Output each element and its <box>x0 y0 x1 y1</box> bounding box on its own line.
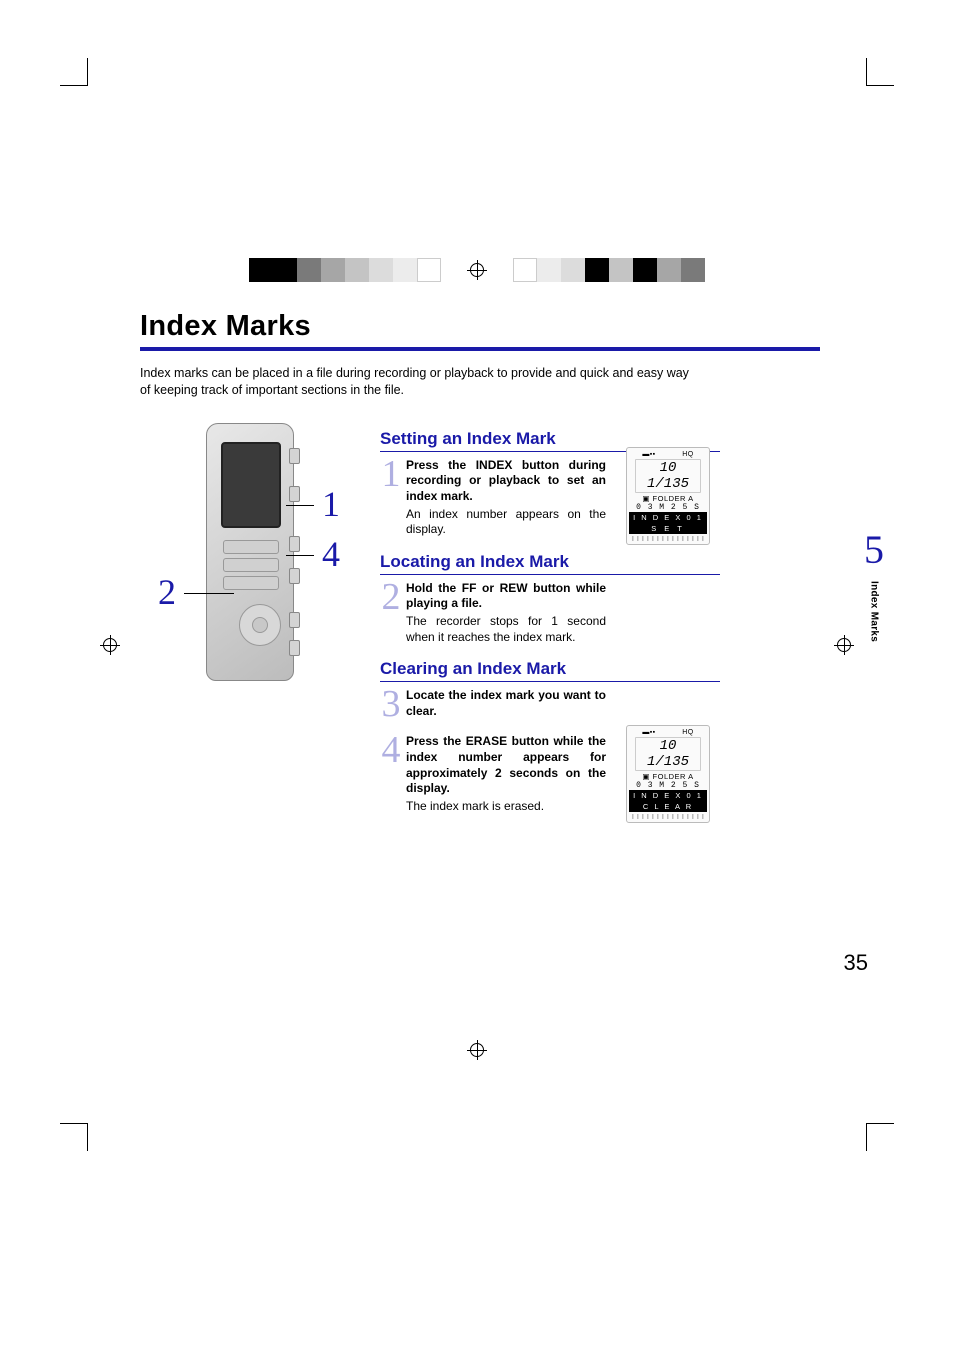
lcd-battery-icon: ▬▪▪ <box>642 451 655 458</box>
chapter-tab: 5 Index Marks <box>864 526 884 642</box>
lcd-clear: C L E A R <box>629 801 707 812</box>
crop-mark <box>866 58 894 86</box>
registration-target-icon <box>834 635 854 655</box>
lcd-folder: FOLDER A <box>653 494 694 503</box>
page-title: Index Marks <box>140 310 820 343</box>
step-subtext: An index number appears on the display. <box>406 507 606 538</box>
lcd-quality: HQ <box>682 729 693 736</box>
intro-text: Index marks can be placed in a file duri… <box>140 365 700 399</box>
lcd-counter: 10 1/135 <box>635 459 701 493</box>
callout-1: 1 <box>322 483 340 525</box>
step-subtext: The index mark is erased. <box>406 799 606 815</box>
lcd-counter: 10 1/135 <box>635 737 701 771</box>
crop-mark <box>60 1123 88 1151</box>
folder-icon: ▣ <box>642 494 650 503</box>
folder-icon: ▣ <box>642 772 650 781</box>
callout-line <box>286 505 314 506</box>
step-text: Press the <box>406 734 466 748</box>
step-text: Locate the index mark you want to clear. <box>406 688 606 719</box>
chapter-label: Index Marks <box>869 581 880 642</box>
chapter-number: 5 <box>864 526 884 573</box>
step-number: 4 <box>380 734 402 814</box>
button-name: REW <box>500 581 528 595</box>
lcd-screen-set: ▬▪▪ HQ 10 1/135 ▣ FOLDER A 0 3 M 2 5 S I … <box>626 447 710 545</box>
callout-2: 2 <box>158 571 176 613</box>
callout-4: 4 <box>322 533 340 575</box>
registration-bar-bottom <box>0 1040 954 1060</box>
button-name: ERASE <box>466 734 507 748</box>
section-heading-clearing: Clearing an Index Mark <box>380 659 720 682</box>
lcd-quality: HQ <box>682 451 693 458</box>
step-body: Hold the FF or REW button while playing … <box>406 581 606 645</box>
button-name: FF <box>462 581 477 595</box>
step-body: Press the ERASE button while the index n… <box>406 734 606 814</box>
section-heading-locating: Locating an Index Mark <box>380 552 720 575</box>
step-number: 3 <box>380 688 402 720</box>
device-illustration <box>206 423 294 681</box>
lcd-time: 0 3 M 2 5 S <box>629 781 707 790</box>
step-subtext: The recorder stops for 1 second when it … <box>406 614 606 645</box>
registration-target-icon <box>467 1040 487 1060</box>
lcd-time: 0 3 M 2 5 S <box>629 503 707 512</box>
lcd-folder: FOLDER A <box>653 772 694 781</box>
step-body: Locate the index mark you want to clear. <box>406 688 606 720</box>
button-name: INDEX <box>476 458 513 472</box>
page-number: 35 <box>844 950 868 976</box>
registration-target-icon <box>100 635 120 655</box>
lcd-screen-clear: ▬▪▪ HQ 10 1/135 ▣ FOLDER A 0 3 M 2 5 S I … <box>626 725 710 823</box>
crop-mark <box>866 1123 894 1151</box>
lcd-index: I N D E X 0 1 <box>629 512 707 523</box>
registration-target-icon <box>467 260 487 280</box>
step-body: Press the INDEX button during recording … <box>406 458 606 538</box>
step-text: or <box>476 581 499 595</box>
lcd-index: I N D E X 0 1 <box>629 790 707 801</box>
title-underline <box>140 347 820 351</box>
callout-line <box>184 593 234 594</box>
step-number: 1 <box>380 458 402 538</box>
callout-line <box>286 555 314 556</box>
step-text: Hold the <box>406 581 462 595</box>
step-text: Press the <box>406 458 476 472</box>
lcd-set: S E T <box>629 523 707 534</box>
crop-mark <box>60 58 88 86</box>
registration-bar-top <box>0 258 954 282</box>
step-number: 2 <box>380 581 402 645</box>
lcd-battery-icon: ▬▪▪ <box>642 729 655 736</box>
